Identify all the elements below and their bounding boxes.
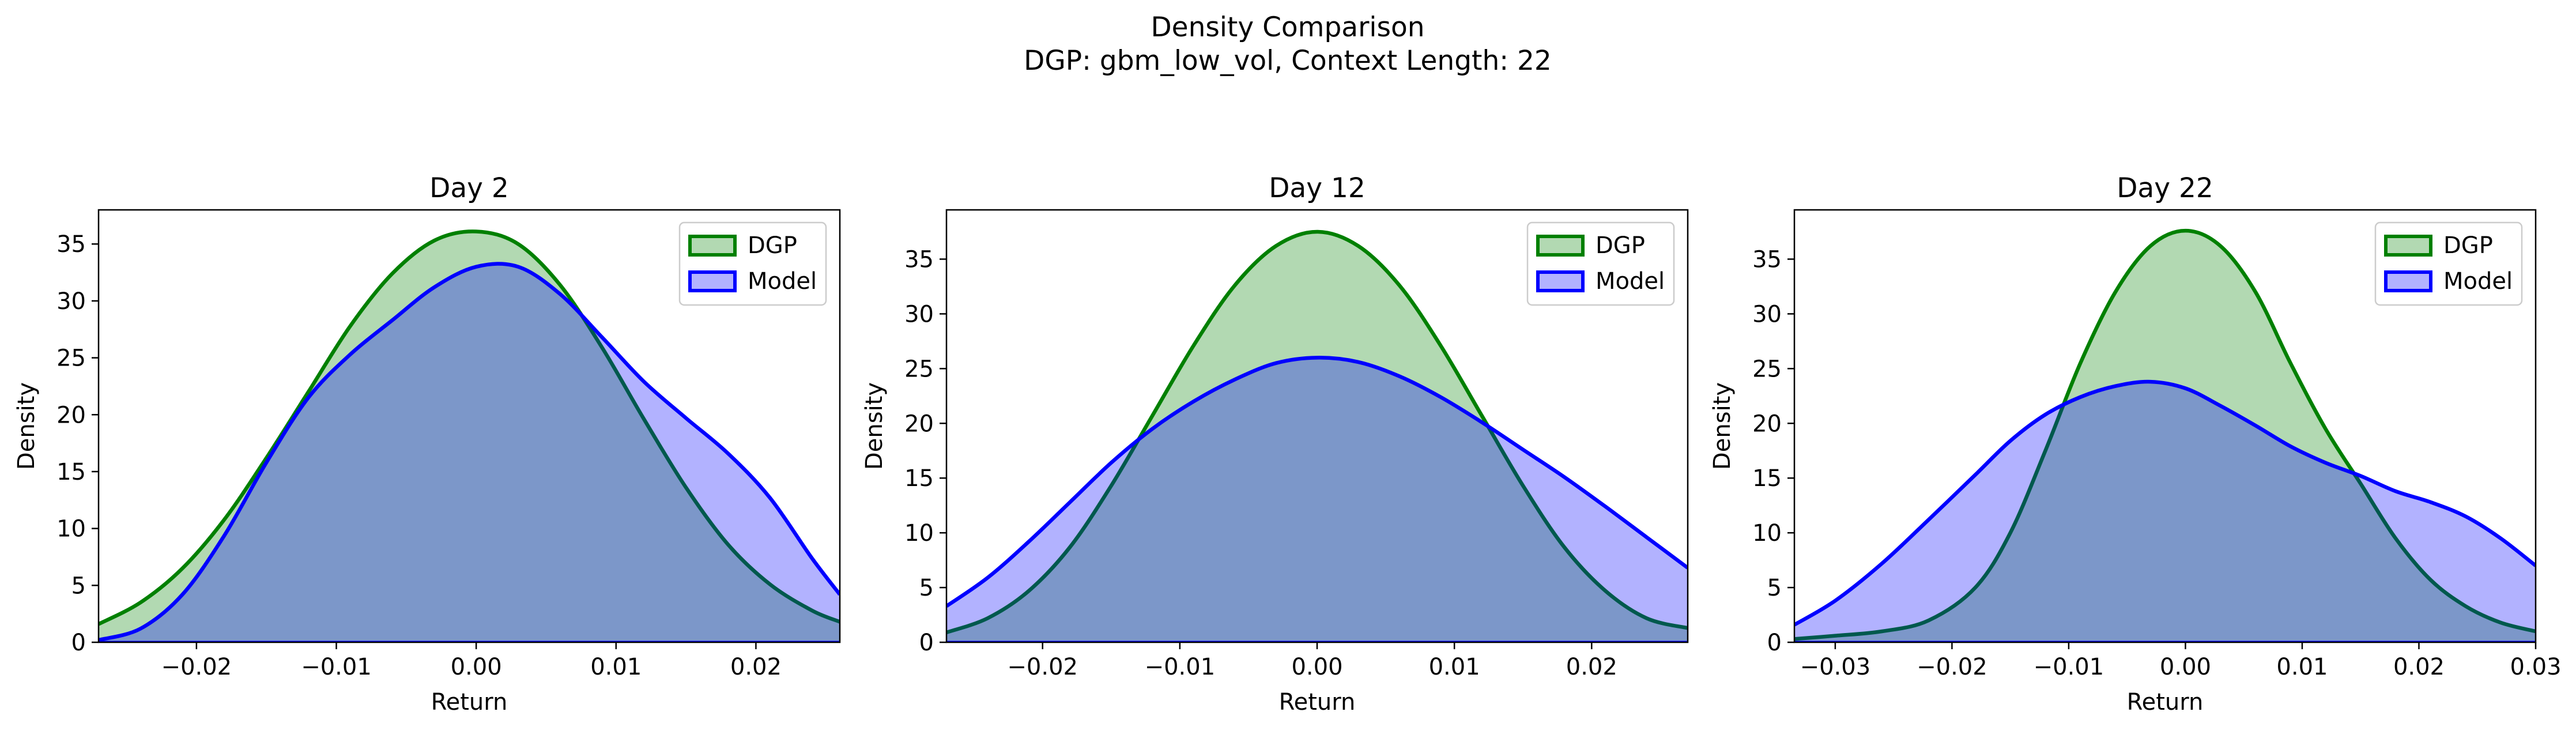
- axes-frame: [97, 209, 841, 643]
- legend-label-dgp: DGP: [1596, 232, 1645, 259]
- x-tick-label: 0.00: [451, 654, 502, 680]
- legend: DGP Model: [678, 221, 827, 306]
- density-fill-model: [946, 357, 1688, 642]
- legend-swatch-model: [688, 270, 737, 292]
- axes-frame: [1793, 209, 2537, 643]
- x-tick-label: 0.01: [1429, 654, 1480, 680]
- plot-area: [1794, 228, 2536, 642]
- x-tick-label: −0.01: [301, 654, 372, 680]
- y-tick-label: 30: [1752, 301, 1782, 327]
- figure-title-line-1: Density Comparison: [1151, 12, 1424, 43]
- legend-label-model: Model: [2443, 268, 2513, 295]
- x-tick-label: 0.00: [1291, 654, 1342, 680]
- legend-label-model: Model: [1596, 268, 1665, 295]
- y-tick-label: 5: [71, 573, 86, 599]
- y-tick-label: 35: [904, 246, 934, 273]
- y-tick-label: 15: [1752, 465, 1782, 492]
- x-tick-label: 0.01: [2276, 654, 2328, 680]
- x-tick-label: −0.01: [1145, 654, 1216, 680]
- x-tick-label: −0.02: [1007, 654, 1078, 680]
- legend-box: [2374, 221, 2523, 306]
- y-tick-label: 25: [904, 356, 934, 382]
- legend-box: [1526, 221, 1675, 306]
- density-line-model: [99, 262, 840, 642]
- y-tick-label: 5: [919, 575, 934, 601]
- y-tick-label: 15: [904, 465, 934, 492]
- subplot-title: Day 22: [2117, 172, 2213, 204]
- y-tick-label: 5: [1767, 575, 1782, 601]
- y-tick-label: 0: [1767, 630, 1782, 656]
- density-line-dgp: [1794, 228, 2536, 641]
- legend: DGP Model: [2374, 221, 2523, 306]
- x-axis-label: Return: [431, 689, 508, 716]
- subplot-day-panel-2: −0.02 −0.01 0.00 0.01 0.02 0 5 10 15 20 25 30 35 Day …: [861, 172, 1689, 716]
- density-fill-dgp: [1794, 231, 2536, 642]
- x-tick-label: −0.02: [1917, 654, 1987, 680]
- x-tick-label: −0.03: [1800, 654, 1871, 680]
- subplot-grid: −0.02 −0.01 0.00 0.01 0.02 0 5 10 15 20 25 30 35 Day …: [13, 172, 2562, 716]
- y-tick-label: 0: [71, 630, 86, 656]
- density-fill-dgp: [99, 231, 840, 642]
- y-tick-label: 25: [56, 345, 86, 372]
- x-tick-label: 0.03: [2510, 654, 2561, 680]
- x-tick-label: 0.02: [2393, 654, 2445, 680]
- subplot-day-panel-1: −0.02 −0.01 0.00 0.01 0.02 0 5 10 15 20 25 30 35 Day …: [13, 172, 841, 716]
- legend-label-dgp: DGP: [748, 232, 797, 259]
- legend-label-model: Model: [748, 268, 817, 295]
- subplot-title: Day 12: [1269, 172, 1366, 204]
- density-fill-dgp: [946, 231, 1688, 642]
- y-tick-label: 30: [904, 301, 934, 327]
- y-axis-label: Density: [861, 382, 888, 470]
- y-tick-label: 10: [1752, 520, 1782, 547]
- density-line-dgp: [99, 229, 840, 626]
- legend-swatch-dgp: [2384, 235, 2432, 257]
- legend-swatch-model: [1536, 270, 1585, 292]
- legend-swatch-model: [2384, 270, 2432, 292]
- legend-swatch-dgp: [688, 235, 737, 257]
- density-line-dgp: [946, 229, 1688, 634]
- x-axis-label: Return: [1279, 689, 1356, 716]
- y-axis-label: Density: [13, 382, 40, 470]
- y-axis-label: Density: [1709, 382, 1736, 470]
- y-tick-label: 35: [56, 231, 86, 258]
- x-tick-label: 0.02: [730, 654, 782, 680]
- x-axis-label: Return: [2127, 689, 2204, 716]
- y-tick-label: 20: [56, 402, 86, 428]
- subplot-day-panel-3: −0.03 −0.02 −0.01 0.00 0.01 0.02 0.03 0 5 10 15 20 2…: [1709, 172, 2562, 716]
- y-tick-label: 10: [904, 520, 934, 547]
- y-tick-label: 20: [1752, 411, 1782, 437]
- y-tick-label: 0: [919, 630, 934, 656]
- y-tick-label: 30: [56, 288, 86, 315]
- x-tick-label: −0.01: [2034, 654, 2104, 680]
- y-tick-label: 35: [1752, 246, 1782, 273]
- x-tick-label: 0.02: [1566, 654, 1617, 680]
- density-fill-model: [99, 263, 840, 642]
- legend-swatch-dgp: [1536, 235, 1585, 257]
- plot-area: [99, 229, 840, 642]
- figure-title-line-2: DGP: gbm_low_vol, Context Length: 22: [1024, 45, 1552, 77]
- legend: DGP Model: [1526, 221, 1675, 306]
- y-tick-label: 10: [56, 516, 86, 543]
- density-line-model: [1794, 379, 2536, 627]
- y-tick-label: 15: [56, 459, 86, 485]
- x-tick-label: 0.01: [590, 654, 642, 680]
- plot-area: [946, 229, 1688, 642]
- subplot-title: Day 2: [429, 172, 509, 204]
- y-tick-label: 25: [1752, 356, 1782, 382]
- x-tick-label: −0.02: [161, 654, 232, 680]
- legend-label-dgp: DGP: [2443, 232, 2493, 259]
- legend-box: [678, 221, 827, 306]
- x-tick-label: 0.00: [2160, 654, 2211, 680]
- y-tick-label: 20: [904, 411, 934, 437]
- density-fill-model: [1794, 382, 2536, 642]
- density-line-model: [946, 356, 1688, 608]
